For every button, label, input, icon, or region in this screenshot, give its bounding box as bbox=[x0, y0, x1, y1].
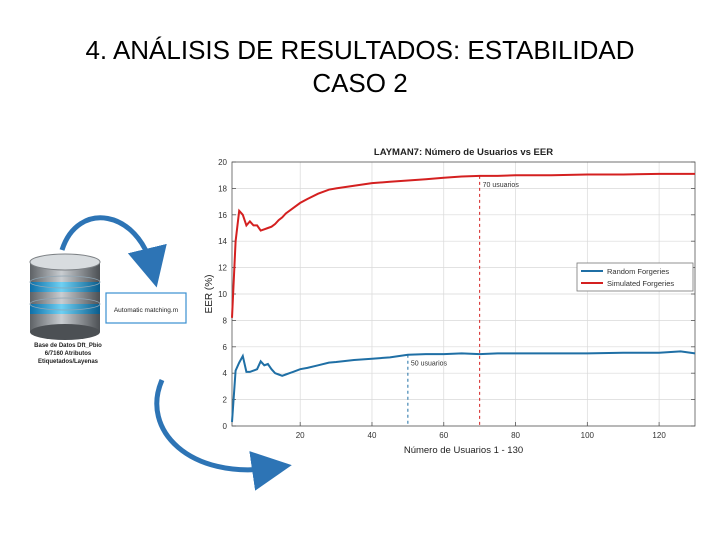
series-line bbox=[231, 172, 695, 318]
y-tick-label: 6 bbox=[223, 343, 228, 352]
x-tick-label: 60 bbox=[439, 431, 448, 440]
eer-line-chart: 0 2 4 6 8 10 12 14 16 18 20 20 40 60 80 100 120 LAYMAN7: … bbox=[204, 147, 696, 456]
y-tick-label: 12 bbox=[218, 264, 227, 273]
x-axis-label: Número de Usuarios 1 - 130 bbox=[404, 445, 523, 456]
curved-arrow-icon bbox=[59, 215, 167, 288]
matching-box: Automatic matching.m bbox=[105, 292, 187, 324]
legend-box bbox=[576, 262, 694, 292]
curved-arrow-icon bbox=[154, 378, 292, 491]
y-tick-label: 18 bbox=[218, 184, 227, 193]
slide-title-line-1: 4. ANÁLISIS DE RESULTADOS: ESTABILIDAD bbox=[85, 35, 635, 65]
y-tick-label: 10 bbox=[218, 290, 227, 299]
database-caption: Base de Datos Dft_Pbio 6/7160 Atributos … bbox=[34, 343, 102, 365]
x-tick-label: 120 bbox=[652, 431, 666, 440]
slide-title-line-2: CASO 2 bbox=[312, 68, 408, 98]
legend-label: Simulated Forgeries bbox=[607, 279, 674, 288]
matching-box-label: Automatic matching.m bbox=[114, 307, 178, 314]
y-tick-label: 14 bbox=[218, 237, 227, 246]
y-tick-label: 16 bbox=[218, 211, 227, 220]
series-line bbox=[231, 350, 696, 423]
slide-title: 4. ANÁLISIS DE RESULTADOS: ESTABILIDAD C… bbox=[40, 34, 680, 100]
chart-title: LAYMAN7: Número de Usuarios vs EER bbox=[374, 147, 553, 158]
y-tick-label: 2 bbox=[223, 396, 228, 405]
x-tick-label: 20 bbox=[296, 431, 305, 440]
x-tick-label: 100 bbox=[581, 431, 595, 440]
database-caption-line: Base de Datos Dft_Pbio bbox=[34, 343, 102, 349]
y-axis-label: EER (%) bbox=[204, 275, 215, 314]
x-tick-label: 80 bbox=[511, 431, 520, 440]
y-tick-label: 20 bbox=[218, 158, 227, 167]
database-icon bbox=[29, 253, 101, 340]
database-caption-line: 6/7160 Atributos bbox=[45, 351, 92, 357]
y-tick-label: 8 bbox=[223, 316, 228, 325]
legend-label: Random Forgeries bbox=[607, 267, 669, 276]
database-caption-line: Etiquetados/Layenas bbox=[38, 359, 99, 365]
y-tick-label: 0 bbox=[223, 422, 228, 431]
x-tick-label: 40 bbox=[368, 431, 377, 440]
annotation-label: 50 usuarios bbox=[411, 361, 448, 368]
annotation-label: 70 usuarios bbox=[483, 182, 520, 189]
y-tick-label: 4 bbox=[223, 369, 228, 378]
